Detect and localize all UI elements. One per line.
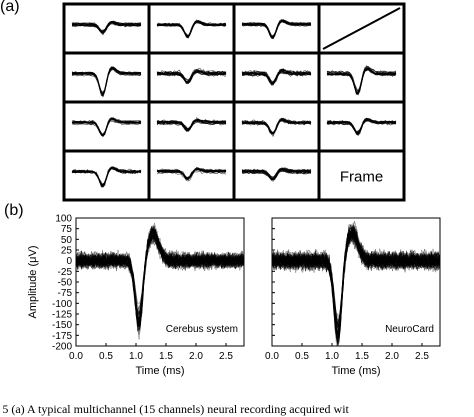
panel-b-label: (b) (4, 202, 24, 219)
plot-annotation: Cerebus system (166, 324, 238, 335)
spike-plot-1: 0.0 0.5 1.0 1.5 2.0 2.5 NeuroCard Time (ms) (265, 217, 441, 377)
channel-waveforms-0-2 (241, 19, 312, 40)
y-tick-label: -200 (52, 342, 72, 353)
empty-channel-diagonal (322, 7, 401, 50)
channel-waveforms-1-3 (326, 65, 397, 96)
x-axis-label: Time (ms) (135, 365, 184, 377)
channel-waveforms-0-0 (71, 20, 142, 36)
x-tick-label: 1.5 (159, 351, 173, 362)
x-tick-label: 1.0 (129, 351, 143, 362)
x-tick-label: 2.0 (189, 351, 203, 362)
y-tick-label: -175 (52, 331, 72, 342)
y-tick-label: -25 (58, 267, 73, 278)
channel-waveforms-0-1 (156, 19, 227, 39)
x-tick-label: 0.0 (265, 351, 279, 362)
spike-traces (75, 222, 245, 340)
frame-label: Frame (340, 169, 383, 186)
channel-waveforms-1-0 (71, 66, 142, 98)
figure-caption: e 5 (a) A typical multichannel (15 chann… (0, 402, 349, 416)
channel-waveforms-2-3 (326, 117, 397, 137)
panel-a-label: (a) (0, 0, 20, 15)
y-tick-label: -100 (52, 299, 72, 310)
x-tick-label: 2.0 (385, 351, 399, 362)
y-tick-label: 75 (61, 224, 73, 235)
x-axis-label: Time (ms) (331, 365, 380, 377)
y-tick-label: 25 (61, 246, 73, 257)
x-tick-label: 2.5 (415, 351, 429, 362)
y-tick-label: -125 (52, 310, 72, 321)
x-tick-label: 0.5 (295, 351, 309, 362)
channel-waveforms-3-0 (71, 166, 142, 188)
x-tick-label: 0.0 (69, 351, 83, 362)
x-tick-label: 2.5 (219, 351, 233, 362)
x-tick-label: 0.5 (99, 351, 113, 362)
y-tick-label: 50 (61, 235, 73, 246)
x-tick-label: 1.0 (325, 351, 339, 362)
channel-waveforms-2-2 (241, 117, 312, 138)
channel-waveforms-2-1 (156, 117, 227, 132)
channel-waveforms-3-2 (241, 167, 312, 182)
y-tick-label: -150 (52, 320, 72, 331)
channel-waveforms-3-1 (156, 167, 227, 182)
y-tick-label: 100 (55, 214, 72, 225)
channel-waveforms-1-2 (241, 68, 312, 86)
plot-annotation: NeuroCard (385, 324, 434, 335)
channel-waveforms-2-0 (71, 117, 142, 138)
channel-waveforms-1-1 (156, 68, 227, 85)
x-tick-label: 1.5 (355, 351, 369, 362)
y-tick-label: 0 (66, 256, 72, 267)
spike-traces (271, 221, 441, 347)
y-axis-label: Amplitude (μV) (27, 246, 39, 319)
y-tick-label: -75 (58, 288, 73, 299)
spike-plot-0: 0.0 0.5 1.0 1.5 2.0 2.5 1007550250-25-50-75-10… (27, 214, 245, 377)
y-tick-label: -50 (58, 278, 73, 289)
